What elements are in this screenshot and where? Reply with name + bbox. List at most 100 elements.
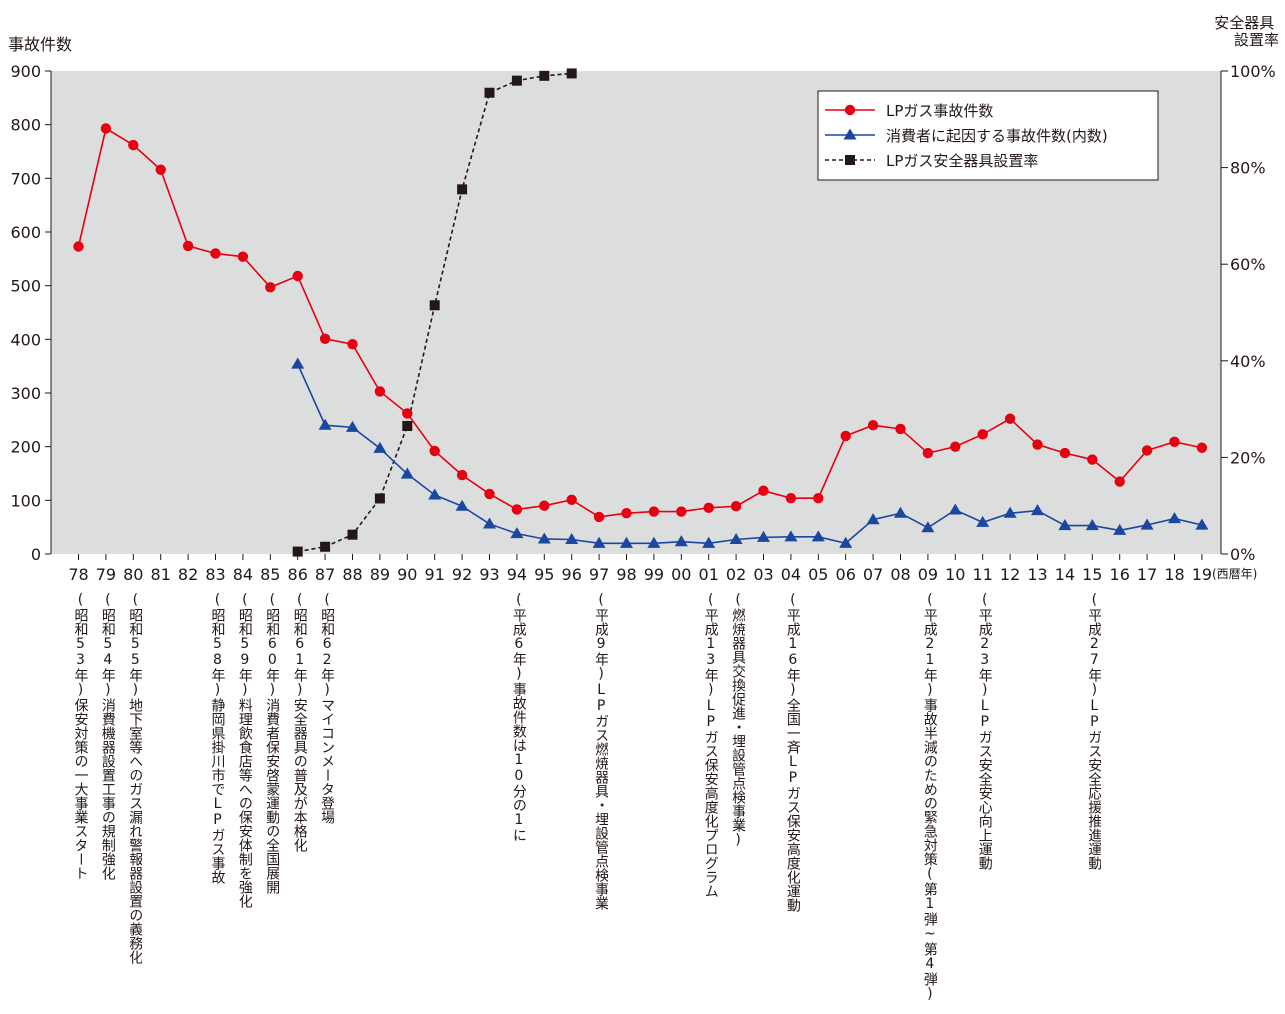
series-1-point [100, 123, 112, 134]
series-1-point [539, 500, 550, 511]
series-3-point [347, 529, 358, 540]
series-1-point [319, 333, 331, 344]
x-tick-label: 07 [863, 565, 883, 584]
series-2-point [1113, 523, 1127, 535]
x-tick-label: 92 [452, 565, 472, 584]
annotation-09: (平成21年)事故半減のための緊急対策(第1弾~第4弾) [921, 592, 937, 1002]
x-tick-label: 01 [699, 565, 719, 584]
series-2 [291, 357, 1209, 548]
y-right-axis-title: 安全器具 設置率 [1214, 14, 1279, 49]
annotation-15: (平成27年)LPガス安全応援推進運動 [1086, 592, 1102, 870]
y-left-tick-label: 900 [10, 62, 41, 81]
legend-label-1: LPガス事故件数 [886, 102, 993, 120]
x-tick-label: 00 [671, 565, 691, 584]
series-1-point [676, 506, 687, 517]
y-left-tick-label: 800 [10, 116, 41, 135]
annotation-86: (昭和61年)安全器具の普及が本格化 [291, 592, 307, 852]
x-tick-label: 10 [945, 565, 965, 584]
series-2-point [784, 530, 798, 542]
series-2-point [510, 527, 524, 539]
series-2-point [921, 521, 935, 533]
annotation-02: (燃焼器具交換促進・埋設管点検事業) [730, 592, 746, 848]
series-1-point [237, 251, 249, 262]
y-right-axis-title-line2: 設置率 [1234, 31, 1279, 49]
series-2-point [1003, 506, 1017, 518]
series-2-point [565, 533, 579, 545]
series-1-point [292, 270, 303, 282]
series-3-point [457, 184, 468, 195]
annotation-87: (昭和62年)マイコンメータ登場 [319, 592, 335, 824]
series-1-point [484, 488, 495, 500]
annotation-11: (平成23年)LPガス安全安心向上運動 [976, 592, 992, 870]
series-2-point [894, 506, 907, 518]
x-tick-label: 97 [589, 565, 609, 584]
series-1-point [1141, 445, 1153, 456]
x-tick-label: 94 [507, 565, 527, 584]
series-1-point [402, 408, 413, 419]
annotation-01: (平成13年)LPガス保安高度化プログラム [702, 592, 718, 898]
series-1-point [785, 492, 797, 504]
series-2-point [1085, 519, 1099, 531]
series-2-point [729, 533, 743, 545]
y-left-tick-label: 300 [10, 384, 41, 403]
x-tick-label: 98 [616, 565, 636, 584]
legend-label-2: 消費者に起因する事故件数(内数) [886, 127, 1108, 145]
series-1 [73, 123, 1208, 523]
series-3-point [566, 68, 577, 79]
series-1-point [1004, 413, 1016, 424]
series-3-point [511, 75, 522, 86]
x-tick-label: 88 [342, 565, 362, 584]
x-tick-label: 96 [562, 565, 582, 584]
series-1-point [703, 502, 714, 514]
x-tick-label: 08 [890, 565, 910, 584]
x-tick-label: 82 [178, 565, 198, 584]
y-left-axis-title: 事故件数 [8, 35, 72, 54]
x-tick-label: 93 [479, 565, 499, 584]
series-2-point [839, 536, 853, 548]
annotation-97: (平成9年)LPガス燃焼器具・埋設管点検事業 [593, 592, 609, 910]
x-axis-unit-label: (西暦年) [1212, 567, 1257, 581]
series-1-point [758, 485, 769, 496]
series-1-point [730, 501, 742, 512]
series-2-point [373, 441, 387, 453]
series-1-point [1087, 454, 1098, 465]
series-2-point [866, 513, 880, 525]
x-tick-label: 86 [288, 565, 308, 584]
x-tick-label: 09 [918, 565, 938, 584]
series-3-point [374, 493, 385, 504]
x-tick-label: 12 [1000, 565, 1020, 584]
x-tick-label: 91 [425, 565, 445, 584]
x-tick-label: 13 [1027, 565, 1047, 584]
y-left-tick-label: 400 [10, 330, 41, 349]
y-right-tick-label: 20% [1230, 448, 1266, 467]
series-2-line [296, 363, 1203, 545]
series-1-point [813, 492, 824, 504]
series-1-point [1169, 436, 1180, 448]
series-3-point [292, 546, 303, 557]
series-3 [292, 68, 577, 557]
series-1-point [895, 423, 906, 435]
x-tick-label: 03 [753, 565, 773, 584]
y-right-axis-title-line1: 安全器具 [1214, 14, 1274, 32]
series-2-point [1140, 518, 1154, 530]
series-3-point [539, 70, 550, 81]
legend-marker-3 [845, 155, 855, 165]
series-1-point [128, 139, 139, 151]
x-tick-label: 80 [123, 565, 143, 584]
series-2-point [1058, 519, 1072, 531]
x-tick-label: 87 [315, 565, 335, 584]
legend-marker-2 [843, 128, 857, 140]
series-1-point [977, 429, 988, 440]
series-2-point [757, 530, 770, 542]
x-tick-label: 90 [397, 565, 417, 584]
x-tick-label: 05 [808, 565, 828, 584]
series-1-point [1196, 442, 1208, 453]
series-2-point [647, 536, 661, 548]
x-tick-label: 16 [1110, 565, 1130, 584]
series-2-point [428, 488, 442, 500]
series-3-point [320, 541, 331, 552]
series-1-point [1114, 476, 1125, 487]
y-right-tick-label: 0% [1230, 545, 1255, 564]
